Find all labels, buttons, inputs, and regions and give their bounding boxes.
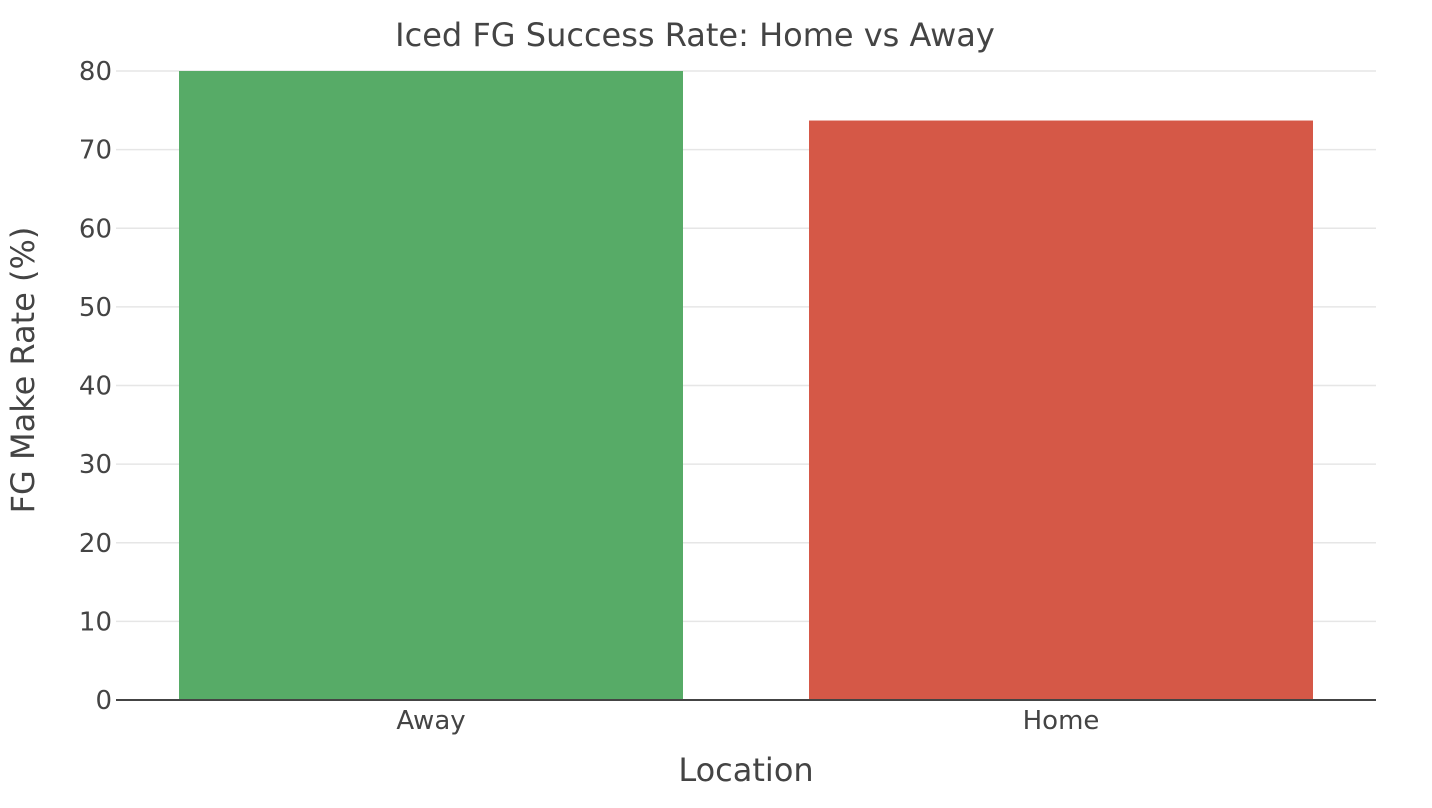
y-tick-label: 50 xyxy=(79,293,112,323)
y-tick-label: 20 xyxy=(79,529,112,559)
chart-title: Iced FG Success Rate: Home vs Away xyxy=(395,16,995,54)
y-tick-label: 40 xyxy=(79,372,112,402)
x-axis-ticks: Away Home xyxy=(396,706,1099,736)
y-axis-ticks: 0 10 20 30 40 50 60 70 80 xyxy=(79,57,112,716)
y-tick-label: 0 xyxy=(95,686,112,716)
y-tick-label: 80 xyxy=(79,57,112,87)
bars xyxy=(179,71,1313,700)
bar-home xyxy=(809,120,1313,700)
x-axis-title: Location xyxy=(678,751,813,789)
y-tick-label: 70 xyxy=(79,136,112,166)
x-tick-label: Away xyxy=(396,706,465,736)
y-tick-label: 60 xyxy=(79,214,112,244)
y-axis-title: FG Make Rate (%) xyxy=(4,227,42,514)
y-tick-label: 10 xyxy=(79,607,112,637)
bar-away xyxy=(179,71,683,700)
y-tick-label: 30 xyxy=(79,450,112,480)
x-tick-label: Home xyxy=(1023,706,1100,736)
